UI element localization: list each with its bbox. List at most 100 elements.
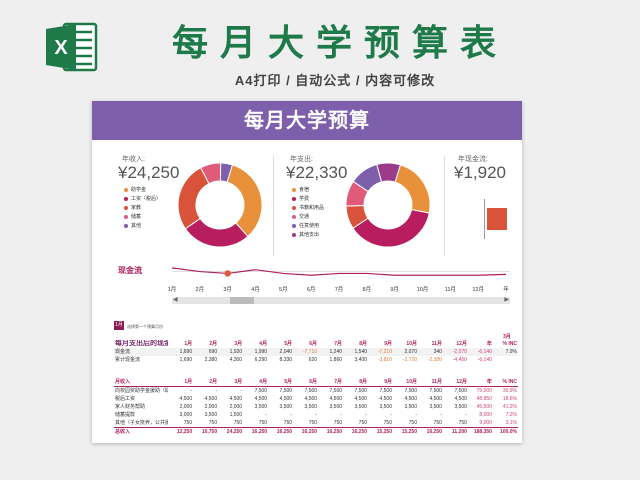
cashflow-month-tick: 7月	[335, 286, 344, 293]
month-header: 9月	[368, 378, 393, 387]
scroll-right-icon[interactable]: ▶	[504, 297, 509, 303]
income-legend: 助学金 工资（税后） 家教 储蓄 其他	[124, 186, 161, 231]
cash-label: 年现金流:	[458, 156, 488, 163]
month-header: 5月	[284, 341, 293, 347]
month-header: 5月	[268, 378, 294, 387]
table-cell: -	[390, 412, 392, 418]
table-cell: 18.6%	[502, 396, 517, 402]
table-cell: 3,400	[354, 357, 368, 363]
scrollbar-thumb[interactable]	[230, 297, 254, 304]
table-cell: 3,500	[404, 404, 417, 410]
table-cell: 48,850	[476, 396, 492, 402]
table-cell: -	[415, 412, 417, 418]
cashflow-highlight-point[interactable]	[224, 270, 231, 277]
total-cell: 100.0%	[492, 427, 518, 436]
legend-label: 其他支出	[299, 232, 320, 238]
total-label: 总收入	[114, 427, 169, 436]
cashflow-month-tick: 6月	[307, 286, 316, 293]
table-cell: 2,000	[179, 404, 193, 410]
table-cell: -	[215, 388, 218, 394]
table-cell: 7,500	[279, 388, 293, 394]
cashflow-month-tick: 5月	[279, 286, 288, 293]
income-slice	[219, 162, 234, 183]
income-donut-chart	[177, 162, 263, 248]
table-cell: -	[240, 388, 243, 394]
month-header: 3月	[218, 378, 244, 387]
month-header: 12月	[442, 378, 468, 387]
cash-axis	[484, 199, 485, 239]
legend-swatch	[292, 214, 296, 219]
income-header-row: 月收入 1月 2月 3月 4月 5月 6月 7月 8月 9月 10月 11月 12月年% INC	[114, 378, 518, 387]
svg-text:X: X	[54, 37, 68, 59]
legend-item: 工资（税后）	[124, 195, 161, 204]
table-cell: 3,500	[329, 404, 343, 410]
table-cell: 750	[333, 420, 343, 426]
table-cell: 2,040	[268, 348, 294, 356]
divider	[444, 156, 445, 256]
table-cell: 3,500	[204, 412, 218, 418]
table-cell: 1,500	[229, 412, 243, 418]
legend-item: 学费	[292, 195, 324, 204]
row-label: 储蓄提款	[115, 412, 136, 418]
table-cell: -	[340, 412, 343, 418]
total-cell: 12,250	[168, 427, 194, 436]
table-cell: 4,500	[204, 396, 218, 402]
month-header: 8月	[343, 378, 369, 387]
table-cell: 4,500	[329, 396, 343, 402]
table-cell: 3,000	[179, 412, 193, 418]
table-cell: 4,500	[379, 396, 392, 402]
table-row: 家人财务帮助 2,000 2,000 2,000 3,500 3,500 3,500 3,50…	[114, 403, 518, 411]
month-header: % INC	[502, 341, 517, 347]
total-cell: 15,250	[368, 427, 393, 436]
table-cell: 3,500	[279, 404, 293, 410]
table-row: 向校园奖助学金援助（助学金，奖学金，贷款） - - - 7,500 7,500 7,500 7…	[114, 387, 518, 396]
month-header: 年	[486, 341, 492, 347]
cashflow-month-tick: 9月	[390, 286, 399, 293]
row-label: 税后工资	[115, 396, 136, 402]
legend-label: 任意使用	[299, 223, 320, 229]
table-cell: 4,500	[404, 396, 417, 402]
table-cell: -	[365, 412, 368, 418]
table-cell: 4,500	[304, 396, 318, 402]
table-cell: 750	[408, 420, 417, 426]
table-cell: 4,500	[229, 396, 243, 402]
table-cell: 1,540	[343, 348, 369, 356]
month-header: 10月	[406, 341, 417, 347]
total-cell: 16,250	[268, 427, 294, 436]
scroll-left-icon[interactable]: ◀	[173, 297, 178, 303]
table-cell: 3.1%	[505, 420, 517, 426]
row-label: 家人财务帮助	[115, 404, 146, 410]
month-header: 1月	[184, 341, 193, 347]
total-cell: 16,250	[243, 427, 269, 436]
table-cell: -	[265, 412, 268, 418]
legend-label: 书籍和用品	[299, 205, 325, 211]
top-month-label: 3月	[503, 334, 511, 340]
table-cell: 750	[458, 420, 467, 426]
table-cell: 2,070	[393, 348, 418, 356]
cashflow-month-tick: 11月	[445, 286, 456, 293]
expense-value: ¥22,330	[286, 163, 348, 182]
legend-label: 家教	[131, 205, 142, 211]
net-cash-heading: 每月支出后的现金	[115, 340, 169, 347]
table-cell: -	[315, 412, 318, 418]
table-row: 其他（子女抚养，公共援助，礼品等） 750 750 750 750 750 750 750 75…	[114, 419, 518, 428]
total-cell: 24,250	[218, 427, 244, 436]
table-cell: -3,810	[377, 357, 392, 363]
table-cell: 3,500	[454, 404, 467, 410]
table-cell: 45,500	[476, 404, 492, 410]
divider	[273, 156, 274, 256]
expense-label: 年支出:	[290, 156, 313, 163]
table-cell: 3,500	[354, 404, 368, 410]
table-cell: 750	[233, 420, 243, 426]
month-header: 8月	[359, 341, 368, 347]
table-row: 现金流 1,690 690 1,920 1,990 2,040 -7,710 1,240 1,5…	[114, 348, 518, 356]
legend-item: 任意使用	[292, 222, 324, 231]
income-label: 年收入:	[122, 156, 145, 163]
table-cell: 3,500	[379, 404, 392, 410]
total-cell: 11,200	[442, 427, 468, 436]
legend-swatch	[124, 187, 128, 192]
start-month-selector[interactable]: 1月	[114, 321, 124, 330]
table-cell: 4,300	[229, 357, 243, 363]
cashflow-month-tick: 年	[503, 285, 509, 293]
month-scrollbar[interactable]: ◀ ▶	[172, 297, 510, 304]
